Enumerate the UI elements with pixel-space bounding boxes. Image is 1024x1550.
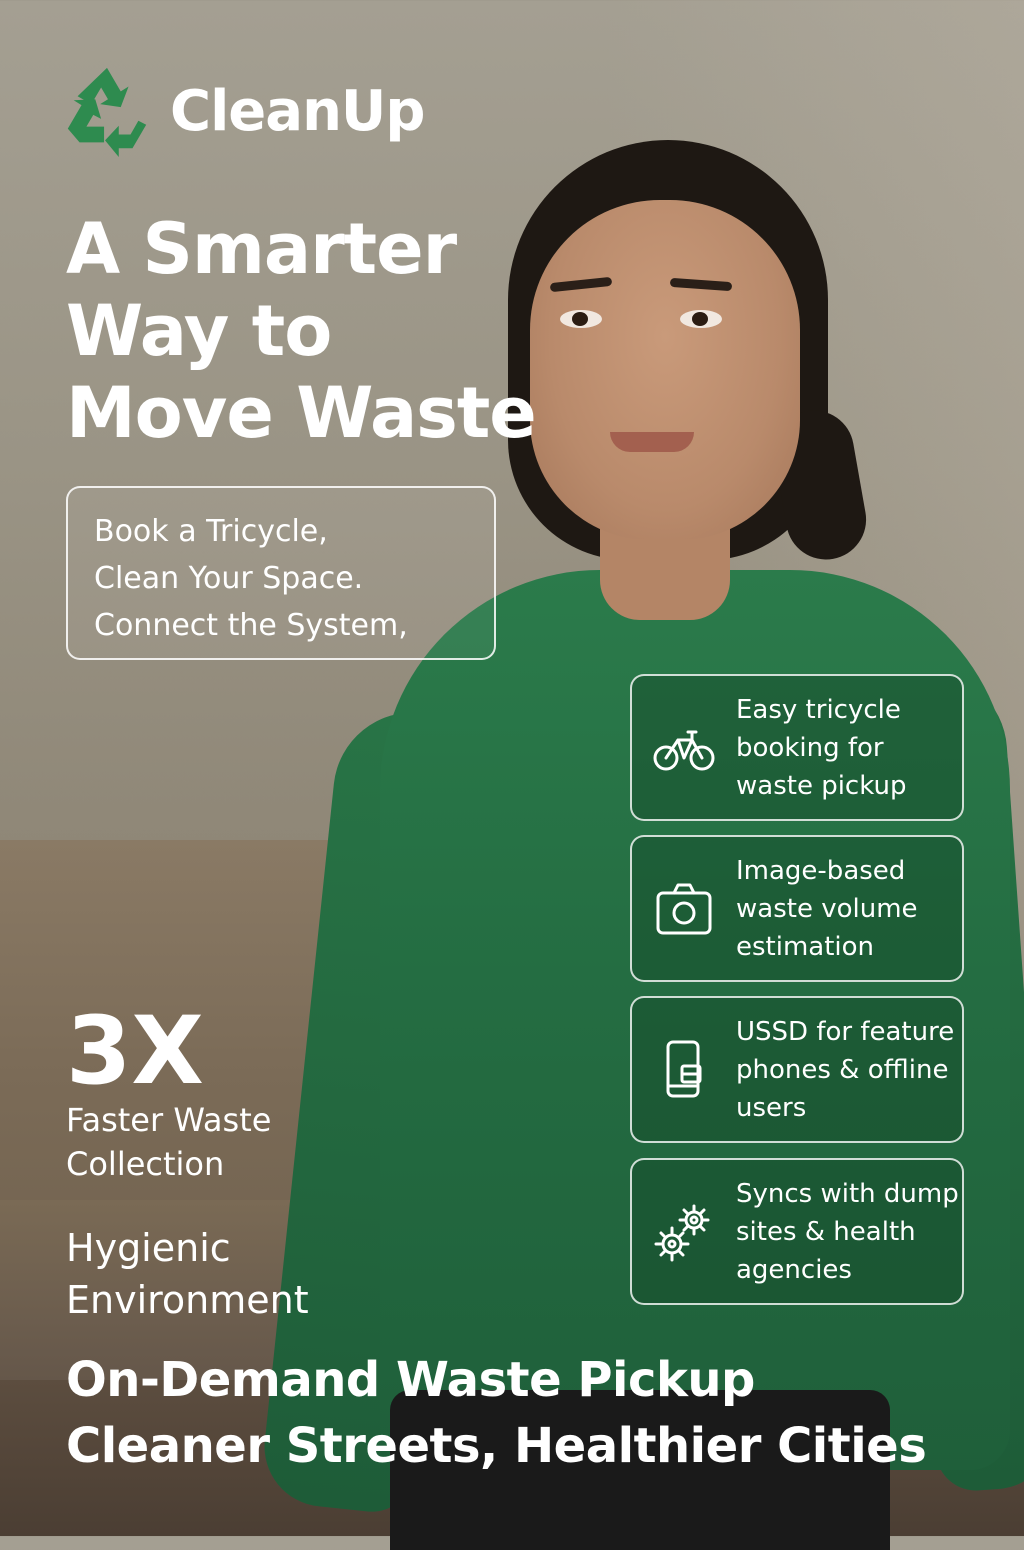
stat-value: 3X (66, 997, 204, 1106)
gears-icon (654, 1204, 710, 1261)
feature-text: Easy tricycle booking for waste pickup (736, 694, 907, 801)
recycle-icon (67, 67, 147, 158)
person-photo (258, 110, 1024, 1550)
feature-text: Image-based waste volume estimation (736, 855, 918, 962)
tagline-line: Clean Your Space. (94, 561, 364, 596)
slogan-line-1: On-Demand Waste Pickup (66, 1352, 755, 1408)
camera-icon (656, 883, 712, 934)
slogan-line-2: Cleaner Streets, Healthier Cities (66, 1418, 927, 1474)
person-eye-right (680, 310, 722, 328)
benefit-text: Hygienic Environment (66, 1226, 309, 1322)
person-eye-left (560, 310, 602, 328)
feature-card-image-estimation: Image-based waste volume estimation (630, 835, 964, 982)
person-lips (610, 432, 694, 452)
tagline-line: Book a Tricycle, (94, 514, 328, 549)
stat-label: Faster Waste Collection (66, 1101, 272, 1183)
brand-logo: CleanUp (58, 62, 425, 160)
tagline-line: Connect the System, (94, 608, 408, 643)
bicycle-icon (653, 730, 715, 770)
feature-card-sync: Syncs with dump sites & health agencies (630, 1158, 964, 1305)
feature-card-tricycle: Easy tricycle booking for waste pickup (630, 674, 964, 821)
feature-text: Syncs with dump sites & health agencies (736, 1178, 959, 1285)
tagline-box: Book a Tricycle, Clean Your Space. Conne… (66, 486, 496, 660)
person-face (530, 200, 800, 540)
person-pants (390, 1390, 890, 1550)
feature-text: USSD for feature phones & offline users (736, 1016, 955, 1123)
feature-card-ussd: USSD for feature phones & offline users (630, 996, 964, 1143)
mobile-phone-icon (666, 1040, 702, 1097)
person-shirt (380, 570, 1010, 1470)
brand-name: CleanUp (170, 78, 425, 144)
headline: A Smarter Way to Move Waste (66, 208, 537, 454)
